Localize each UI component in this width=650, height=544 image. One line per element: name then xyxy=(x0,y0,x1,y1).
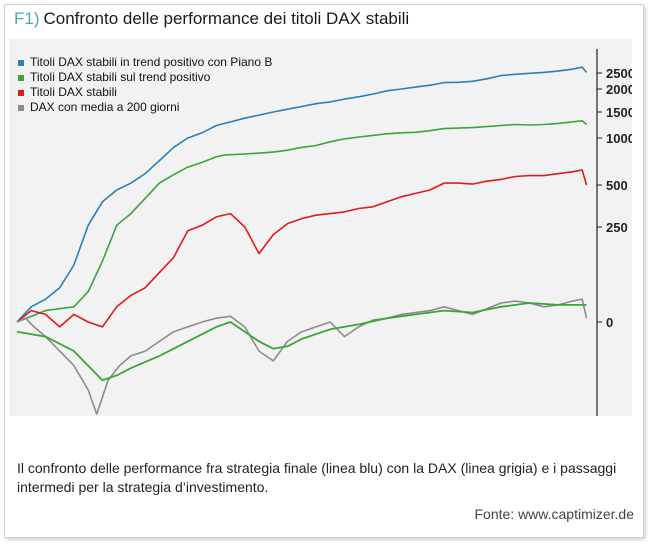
series-line-1 xyxy=(16,120,588,323)
legend-label: DAX con media a 200 giorni xyxy=(30,100,180,114)
chart: 0001020304050607080910111213141516171819… xyxy=(16,49,632,416)
legend-item: Titoli DAX stabili sul trend positivo xyxy=(18,70,272,85)
legend-label: Titoli DAX stabili sul trend positivo xyxy=(30,70,211,84)
y-tick-label: 1000 xyxy=(606,131,632,146)
legend-item: Titoli DAX stabili xyxy=(18,85,272,100)
legend-swatch xyxy=(18,89,24,96)
legend: Titoli DAX stabili in trend positivo con… xyxy=(18,55,272,115)
figure-title-text: Confronto delle performance dei titoli D… xyxy=(43,9,410,28)
legend-item: Titoli DAX stabili in trend positivo con… xyxy=(18,55,272,70)
series-line-3 xyxy=(16,298,588,415)
series-line-dax-200d-average xyxy=(16,302,587,382)
y-tick-label: 250 xyxy=(606,220,628,235)
series-line-0 xyxy=(16,66,588,323)
y-tick-label: 2000 xyxy=(606,82,632,97)
figure-title: F1) Confronto delle performance dei titol… xyxy=(14,9,409,29)
y-tick-label: 500 xyxy=(606,178,628,193)
figure-source: Fonte: www.captimizer.de xyxy=(474,506,634,522)
legend-item: DAX con media a 200 giorni xyxy=(18,100,272,115)
series-line-2 xyxy=(16,169,588,328)
legend-swatch xyxy=(18,59,24,66)
legend-label: Titoli DAX stabili in trend positivo con… xyxy=(30,55,273,69)
legend-label: Titoli DAX stabili xyxy=(30,85,117,99)
figure-label: F1) xyxy=(14,9,40,28)
figure-caption: Il confronto delle performance fra strat… xyxy=(17,460,617,495)
y-tick-label: 1500 xyxy=(606,105,632,120)
legend-swatch xyxy=(18,74,24,81)
y-tick-label: 0 xyxy=(606,315,613,330)
y-tick-label: 2500 xyxy=(606,66,632,81)
legend-swatch xyxy=(18,104,24,111)
plot-panel: 0001020304050607080910111213141516171819… xyxy=(9,39,632,416)
